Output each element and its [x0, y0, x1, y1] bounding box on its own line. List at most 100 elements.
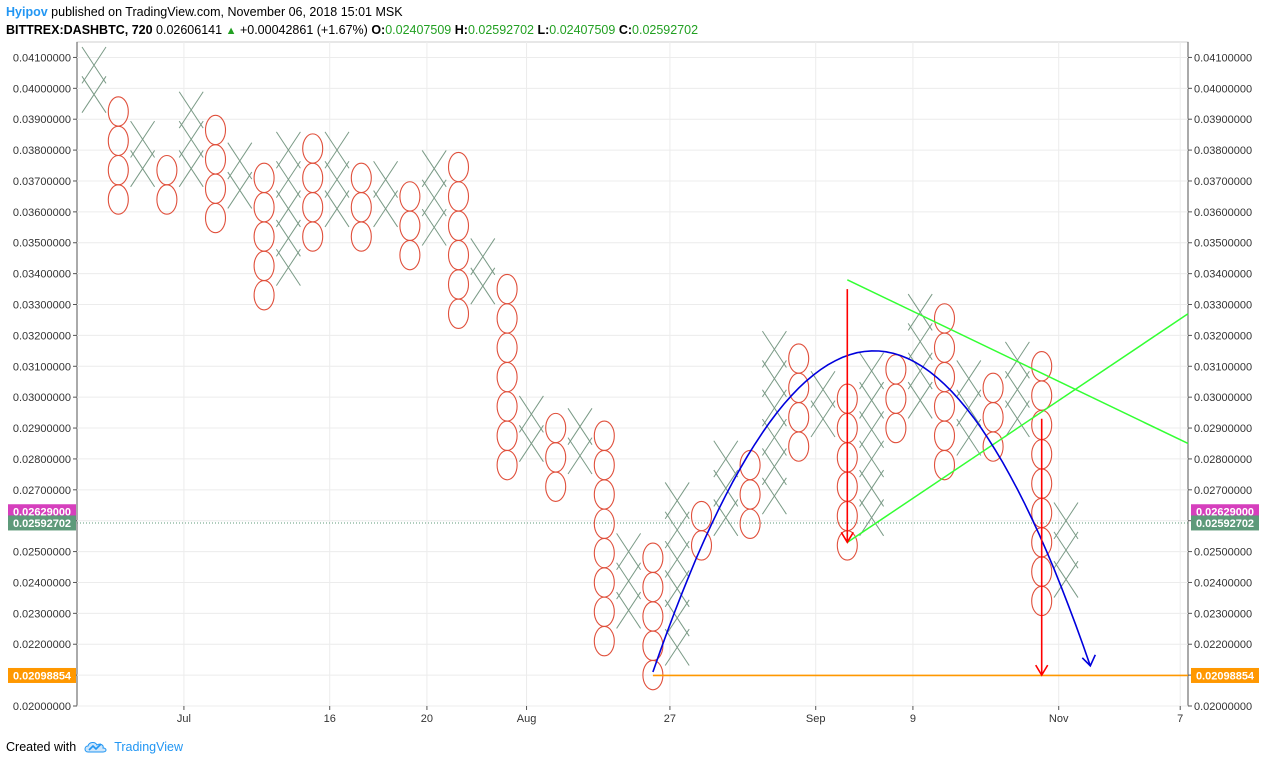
- y-tick-label-right: 0.03100000: [1194, 361, 1252, 373]
- x-tick-label: 27: [664, 713, 676, 725]
- y-tick-label-left: 0.03000000: [13, 392, 71, 404]
- o-mark: [253, 162, 275, 194]
- y-tick-label-left: 0.03500000: [13, 238, 71, 250]
- o-mark: [982, 372, 1004, 404]
- y-tick-label-left: 0.04100000: [13, 52, 71, 64]
- x-mark: [324, 190, 350, 228]
- o-mark: [156, 154, 178, 186]
- publish-header: Hyipov published on TradingView.com, Nov…: [6, 3, 403, 21]
- created-with-label: Created with: [6, 740, 77, 754]
- x-mark: [470, 238, 496, 276]
- x-mark: [664, 540, 690, 578]
- o-mark: [302, 133, 324, 164]
- x-column: [713, 440, 739, 537]
- o-mark: [642, 630, 664, 661]
- x-mark: [1004, 400, 1030, 438]
- o-mark: [1031, 351, 1053, 382]
- up-triangle-icon: ▲: [225, 25, 237, 37]
- x-mark: [470, 267, 496, 305]
- x-mark: [761, 330, 787, 368]
- o-column: [885, 354, 907, 444]
- o-mark: [593, 625, 615, 657]
- o-mark: [593, 537, 615, 569]
- y-tick-label-left: 0.03600000: [13, 207, 71, 219]
- x-mark: [664, 599, 690, 637]
- x-tick-label: 7: [1177, 713, 1183, 725]
- x-mark: [616, 533, 642, 571]
- o-mark: [253, 192, 275, 223]
- x-mark: [664, 628, 690, 666]
- o-mark: [447, 239, 470, 271]
- y-tick-label-right: 0.03800000: [1194, 145, 1252, 157]
- arc-arrowhead: [1081, 654, 1097, 668]
- y-tick-label-left: 0.04000000: [13, 83, 71, 95]
- x-column: [324, 131, 350, 228]
- svg-text:0.02098854: 0.02098854: [13, 670, 72, 682]
- o-mark: [933, 420, 956, 451]
- price-label-right: 0.02592702: [1191, 515, 1259, 531]
- high-label: H:: [454, 23, 468, 37]
- x-mark: [567, 408, 593, 445]
- y-tick-label-right: 0.04000000: [1194, 83, 1252, 95]
- y-tick-label-left: 0.03200000: [13, 330, 71, 342]
- close-value: 0.02592702: [632, 23, 699, 37]
- x-mark: [956, 389, 982, 427]
- x-mark: [907, 293, 933, 331]
- x-mark: [275, 131, 301, 169]
- x-mark: [1053, 560, 1079, 598]
- y-tick-label-right: 0.03300000: [1194, 300, 1252, 312]
- o-mark: [1031, 380, 1053, 411]
- o-mark: [933, 303, 956, 334]
- o-column: [107, 96, 129, 215]
- x-mark: [859, 440, 885, 478]
- x-mark: [859, 352, 885, 390]
- author-name[interactable]: Hyipov: [6, 5, 48, 19]
- x-column: [130, 120, 156, 188]
- x-mark: [713, 469, 739, 507]
- brand-name: TradingView: [114, 740, 183, 754]
- symbol-name: BITTREX:DASHBTC, 720: [6, 23, 153, 37]
- y-tick-label-right: 0.02000000: [1194, 701, 1252, 713]
- o-mark: [545, 471, 567, 502]
- x-mark: [421, 179, 447, 217]
- chart-grid: [77, 42, 1188, 707]
- o-mark: [107, 96, 129, 127]
- o-mark: [399, 239, 421, 271]
- o-mark: [593, 420, 615, 451]
- x-column: [859, 352, 885, 537]
- x-tick-label: 16: [324, 713, 336, 725]
- o-mark: [642, 571, 664, 603]
- y-tick-label-right: 0.02400000: [1194, 577, 1252, 589]
- o-mark: [302, 221, 324, 252]
- x-mark: [616, 591, 642, 629]
- o-column: [399, 181, 421, 271]
- x-mark: [373, 190, 399, 228]
- y-tick-label-left: 0.03900000: [13, 114, 71, 126]
- o-column: [496, 273, 518, 481]
- x-mark: [664, 482, 690, 520]
- x-column: [275, 131, 301, 286]
- x-mark: [130, 120, 156, 158]
- y-tick-label-right: 0.02900000: [1194, 423, 1252, 435]
- x-mark: [227, 142, 253, 180]
- tradingview-brand[interactable]: TradingView: [84, 738, 183, 756]
- o-column: [933, 303, 956, 481]
- o-column: [982, 372, 1004, 462]
- x-tick-label: 20: [421, 713, 433, 725]
- x-mark: [324, 160, 350, 198]
- ascending-trendline: [846, 313, 1189, 543]
- x-mark: [130, 150, 156, 188]
- o-mark: [690, 500, 713, 532]
- x-mark: [859, 411, 885, 449]
- o-mark: [204, 173, 227, 204]
- x-mark: [421, 150, 447, 188]
- x-mark: [713, 440, 739, 478]
- o-mark: [788, 431, 810, 462]
- o-column: [302, 133, 324, 252]
- x-column: [810, 370, 836, 438]
- x-column: [81, 46, 107, 113]
- o-mark: [593, 508, 615, 540]
- open-value: 0.02407509: [385, 23, 452, 37]
- x-mark: [227, 171, 253, 209]
